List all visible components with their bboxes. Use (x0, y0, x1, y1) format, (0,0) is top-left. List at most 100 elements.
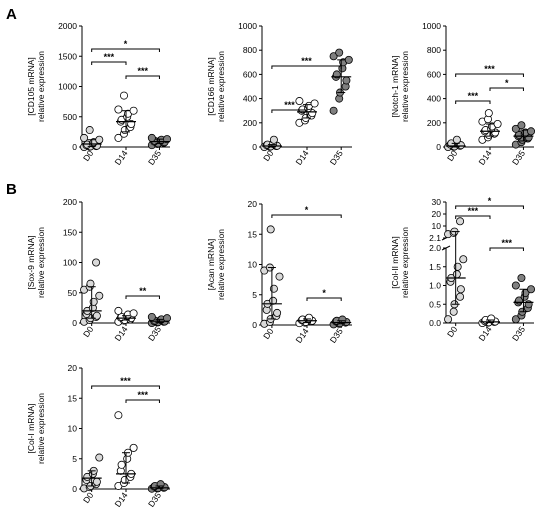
data-point (511, 281, 520, 290)
y-tick-label: 0 (252, 320, 257, 330)
data-point (484, 109, 493, 118)
y-axis-label: [Sox-9 mRNA] (26, 235, 36, 289)
significance-label: ** (139, 286, 147, 296)
data-point (275, 272, 284, 281)
y-axis-label: [CD105 mRNA] (26, 57, 36, 116)
data-point (335, 48, 344, 57)
data-point (344, 55, 353, 64)
data-point (517, 121, 526, 130)
data-point (92, 477, 101, 486)
y-axis-label: [Acan mRNA] (206, 239, 216, 291)
significance-bracket (271, 65, 342, 69)
significance-bracket (455, 215, 491, 219)
y-tick-label: 15 (248, 229, 258, 239)
y-tick-label: 2.0 (429, 243, 441, 253)
y-tick-label: 0.0 (429, 318, 441, 328)
y-tick-label: 0 (72, 318, 77, 328)
significance-bracket (455, 100, 491, 104)
y-tick-label: 0 (252, 142, 257, 152)
significance-label: * (488, 196, 492, 206)
x-category-label: D35 (510, 324, 527, 343)
significance-label: *** (120, 376, 131, 386)
x-category-label: D0 (81, 324, 96, 339)
data-point (95, 291, 104, 300)
data-point (342, 76, 351, 85)
significance-bracket (91, 385, 160, 389)
y-axis-label: relative expression (400, 51, 410, 122)
chart-cd105: 0 500 1000 1500 2000 [CD105 mRNA] relative exp… (26, 21, 172, 167)
y-axis-label: relative expression (400, 227, 410, 298)
y-axis-label: relative expression (216, 51, 226, 122)
y-tick-label: 2.1 (429, 233, 441, 243)
y-tick-label: 30 (432, 197, 442, 207)
x-category-label: D14 (294, 148, 311, 167)
significance-bracket (125, 295, 160, 299)
chart-col1: 0 5 10 15 20 [Col-I mRNA] relative expression D… (26, 363, 170, 509)
data-point (329, 52, 338, 61)
y-tick-label: 10 (68, 424, 78, 434)
data-point (459, 255, 468, 264)
data-point (493, 120, 502, 129)
data-point (129, 309, 138, 318)
significance-label: *** (468, 206, 479, 216)
data-point (527, 127, 536, 136)
y-axis-label: [Notch-1 mRNA] (390, 56, 400, 118)
data-point (511, 124, 520, 133)
significance-label: * (322, 288, 326, 298)
data-point (456, 217, 465, 226)
significance-bracket (489, 247, 524, 251)
y-tick-label: 50 (68, 288, 78, 298)
x-category-label: D35 (146, 148, 163, 167)
y-tick-label: 10 (432, 221, 442, 231)
data-point (147, 312, 156, 321)
data-point (117, 460, 126, 469)
data-point (449, 307, 458, 316)
data-point (114, 306, 123, 315)
chart-sox9: 0 50 100 150 200 [Sox-9 mRNA] relative express… (26, 197, 172, 343)
y-axis-label: [Col-II mRNA] (390, 236, 400, 288)
data-point (95, 135, 104, 144)
x-category-label: D35 (146, 324, 163, 343)
x-category-label: D35 (146, 490, 163, 509)
y-tick-label: 400 (427, 94, 441, 104)
y-tick-label: 1000 (422, 21, 441, 31)
significance-bracket (455, 205, 524, 209)
data-point (89, 297, 98, 306)
data-point (127, 120, 136, 129)
y-tick-label: 15 (68, 393, 78, 403)
x-category-label: D14 (477, 148, 494, 167)
x-category-label: D0 (445, 324, 460, 339)
data-point (511, 315, 520, 324)
significance-bracket (91, 48, 160, 52)
data-point (517, 273, 526, 282)
data-point (444, 315, 453, 324)
y-axis-label: relative expression (36, 393, 46, 464)
y-tick-label: 10 (248, 260, 258, 270)
significance-label: *** (301, 56, 312, 66)
significance-bracket (455, 73, 524, 77)
panel-letter-b: B (6, 181, 17, 198)
significance-label: * (505, 78, 509, 88)
data-point (92, 311, 101, 320)
data-point (524, 300, 533, 309)
significance-bracket (125, 75, 160, 79)
y-tick-label: 200 (243, 118, 257, 128)
y-tick-label: 1.5 (429, 262, 441, 272)
data-point (456, 285, 465, 294)
data-point (114, 411, 123, 420)
x-category-label: D35 (328, 326, 345, 345)
x-category-label: D35 (328, 148, 345, 167)
data-point (80, 133, 89, 142)
y-tick-label: 20 (248, 199, 258, 209)
significance-label: *** (501, 238, 512, 248)
panel-letter-a: A (6, 6, 17, 23)
significance-label: * (124, 39, 128, 49)
data-point (452, 270, 461, 279)
data-point (456, 292, 465, 301)
y-tick-label: 0 (436, 142, 441, 152)
x-category-label: D0 (261, 326, 276, 341)
y-tick-label: 200 (427, 118, 441, 128)
significance-bracket (271, 109, 308, 113)
data-point (156, 480, 165, 489)
